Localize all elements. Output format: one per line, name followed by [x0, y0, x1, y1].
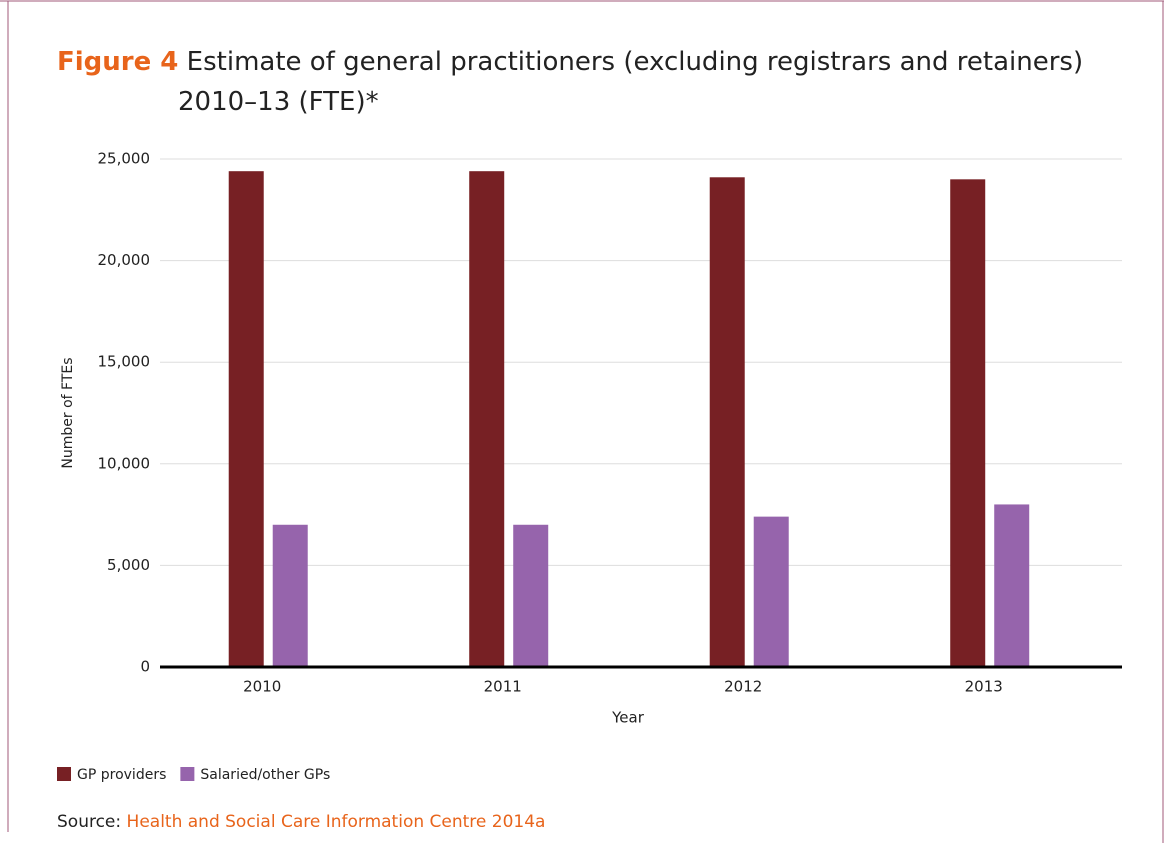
bar [469, 171, 505, 667]
source-text: Health and Social Care Information Centr… [126, 812, 546, 832]
bar [272, 524, 308, 667]
x-tick-label: 2010 [243, 678, 281, 696]
bar [994, 504, 1030, 667]
x-tick-label: 2012 [724, 678, 762, 696]
bar [950, 179, 986, 667]
x-tick-label: 2013 [965, 678, 1003, 696]
figure-label: Figure 4 [57, 47, 179, 77]
chart-title: Figure 4 Estimate of general practitione… [57, 42, 1118, 122]
bar [709, 177, 745, 667]
bar [513, 524, 549, 667]
title-text: Estimate of general practitioners (exclu… [178, 47, 1084, 117]
y-tick-label: 15,000 [98, 353, 151, 371]
y-tick-label: 5,000 [107, 556, 150, 574]
x-axis-label: Year [611, 709, 645, 727]
source-label: Source: [57, 812, 122, 832]
legend-swatch [180, 767, 195, 781]
legend-swatch [57, 767, 71, 781]
y-tick-label: 20,000 [98, 251, 151, 269]
x-tick-label: 2011 [484, 678, 522, 696]
y-axis-label: Number of FTEs [60, 357, 76, 468]
y-tick-label: 25,000 [98, 150, 151, 168]
bar [753, 516, 789, 667]
legend-label: GP providers [77, 767, 166, 783]
y-tick-label: 0 [140, 658, 150, 676]
legend-label: Salaried/other GPs [200, 767, 330, 783]
y-tick-label: 10,000 [98, 454, 151, 472]
source: Source: Health and Social Care Informati… [57, 812, 545, 832]
bar [228, 171, 264, 667]
